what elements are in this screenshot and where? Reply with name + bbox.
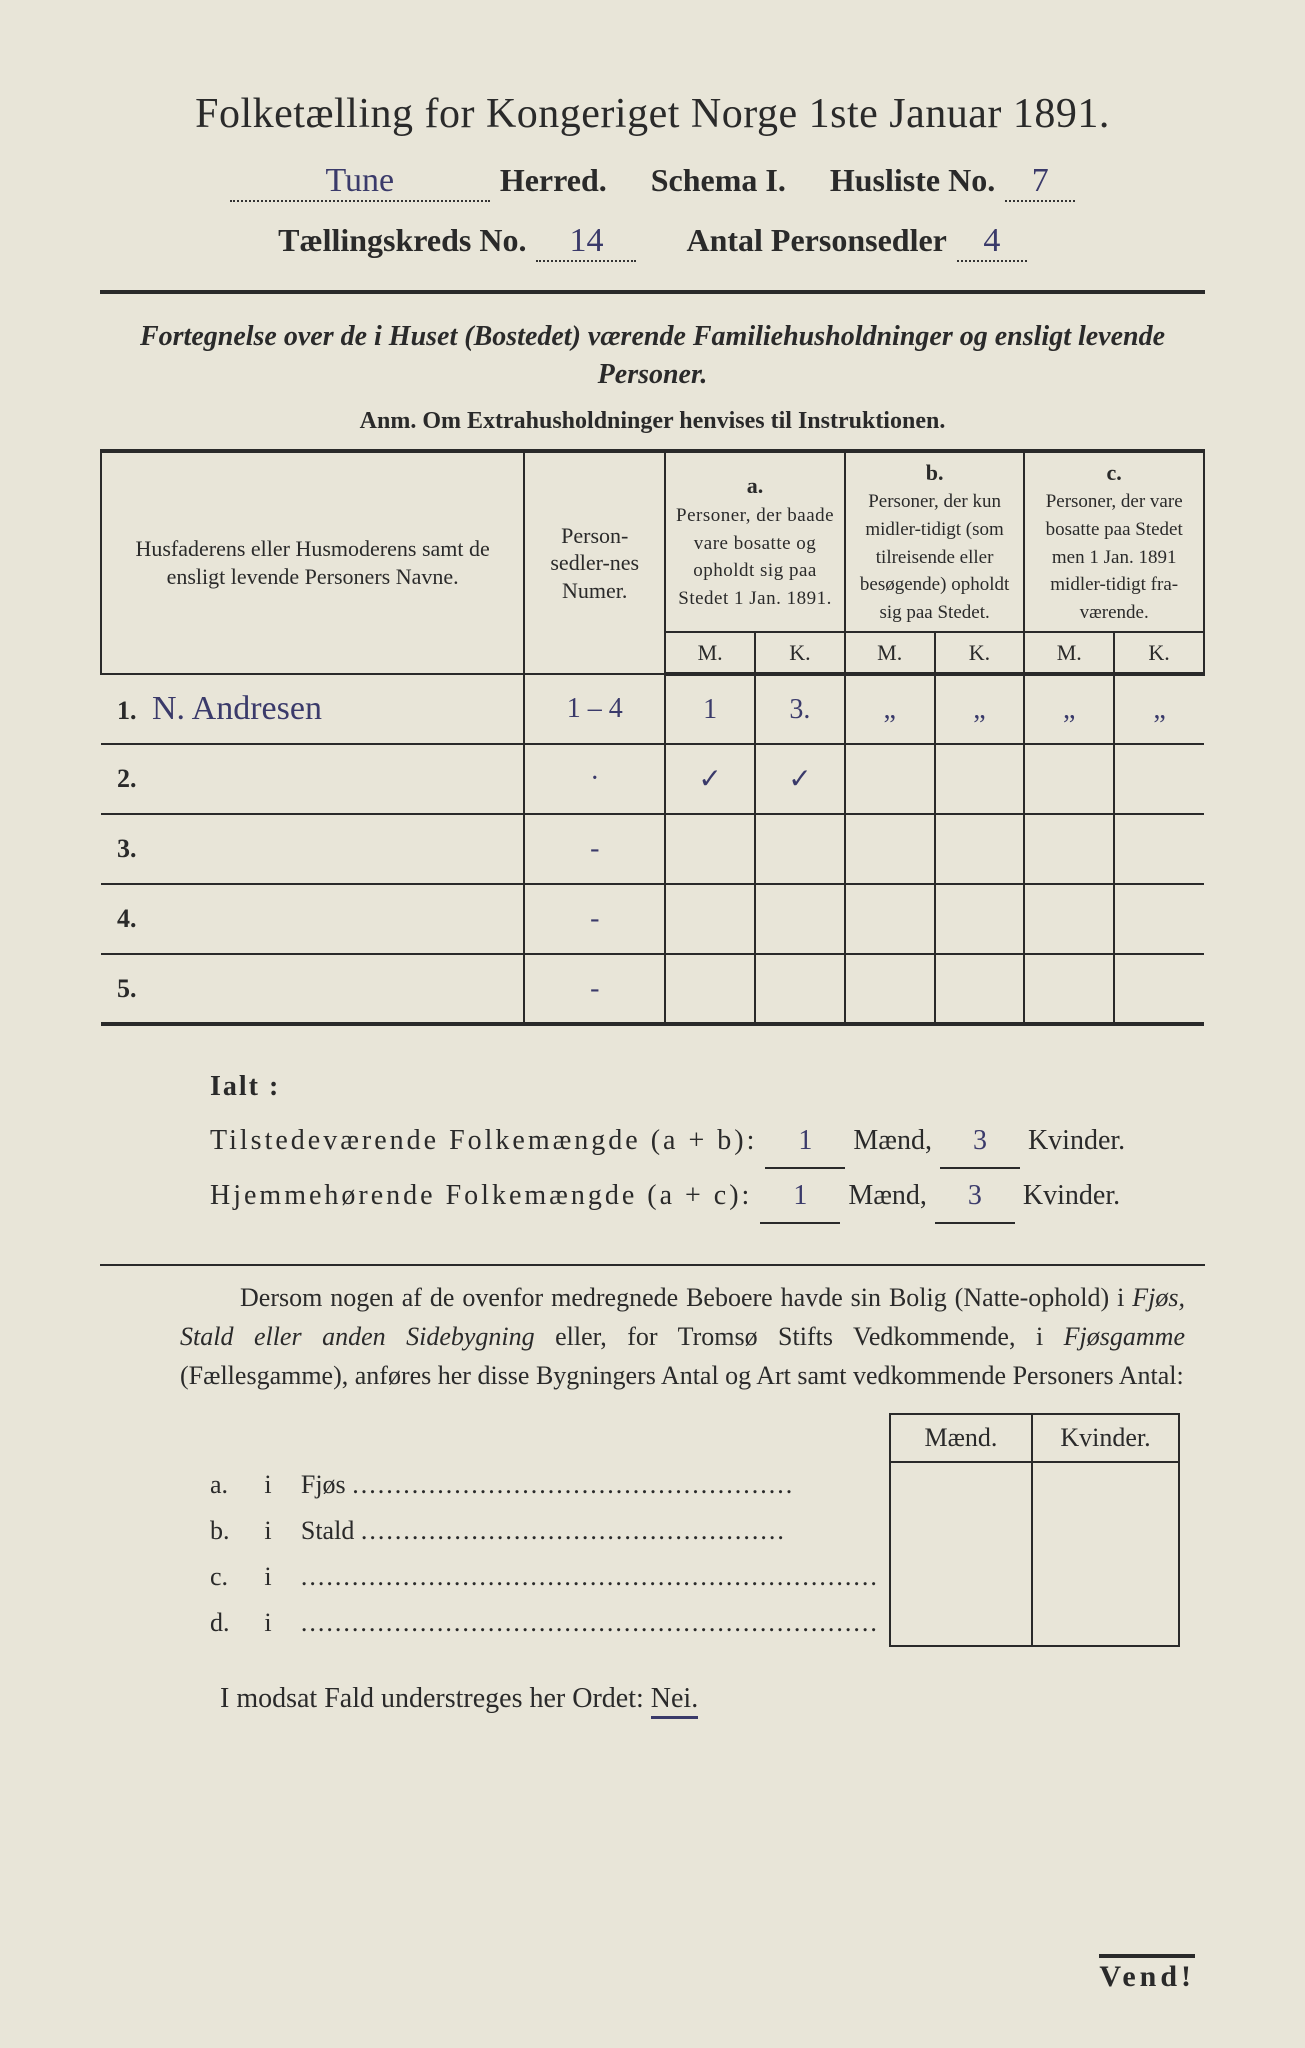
col-num-header: Person-sedler-nes Numer. [524,451,665,675]
col-c-header: c. Personer, der vare bosatte paa Stedet… [1024,451,1204,632]
anm-note: Anm. Om Extrahusholdninger henvises til … [100,408,1205,435]
hjemme-row: Hjemmehørende Folkemængde (a + c): 1 Mæn… [210,1169,1205,1224]
table-row: 5. - [101,954,1204,1024]
hjemme-k: 3 [935,1169,1015,1224]
a-m-cell: 1 [703,694,717,725]
kreds-label: Tællingskreds No. [278,222,526,259]
maend-header: Mænd. [890,1414,1032,1462]
ialt-block: Ialt : Tilstedeværende Folkemængde (a + … [210,1060,1205,1224]
tilstede-k: 3 [940,1114,1020,1169]
table-header-row-1: Husfaderens eller Husmoderens samt de en… [101,451,1204,632]
bottom-row: c. i ...................................… [200,1554,1179,1600]
schema-label: Schema I. [651,162,786,199]
husliste-field: 7 [1005,164,1075,202]
antal-field: 4 [957,224,1027,262]
ialt-label: Ialt : [210,1060,1205,1113]
col-b-m: M. [845,632,935,675]
vend-label: Vend! [1099,1954,1195,1994]
bottom-row: b. i Stald .............................… [200,1508,1179,1554]
tilstede-row: Tilstedeværende Folkemængde (a + b): 1 M… [210,1114,1205,1169]
a-k-cell: 3. [789,694,810,725]
table-row: 2. · ✓ ✓ [101,744,1204,814]
col-c-m: M. [1024,632,1114,675]
row-number: 1. [117,696,137,725]
page-title: Folketælling for Kongeriget Norge 1ste J… [100,90,1205,138]
main-table: Husfaderens eller Husmoderens samt de en… [100,449,1205,1027]
herred-label: Herred. [500,162,607,199]
herred-field: Tune [230,164,490,202]
col-c-k: K. [1114,632,1204,675]
divider [100,1264,1205,1266]
header-line-3: Tællingskreds No. 14 Antal Personsedler … [100,222,1205,262]
census-form-page: Folketælling for Kongeriget Norge 1ste J… [100,90,1205,1715]
col-a-k: K. [755,632,845,675]
col-b-header: b. Personer, der kun midler-tidigt (som … [845,451,1025,632]
header-line-2: Tune Herred. Schema I. Husliste No. 7 [100,162,1205,202]
num-cell: 1 – 4 [567,693,623,724]
kreds-field: 14 [536,224,636,262]
col-a-header: a. Personer, der baade vare bosatte og o… [665,451,845,632]
nei-word: Nei. [651,1683,698,1719]
hjemme-m: 1 [760,1169,840,1224]
bottom-row: a. i Fjøs ..............................… [200,1462,1179,1508]
c-k-cell: „ [1153,694,1165,725]
c-m-cell: „ [1063,694,1075,725]
table-row: 1. N. Andresen 1 – 4 1 3. „ „ „ „ [101,674,1204,744]
col-a-m: M. [665,632,755,675]
dersom-paragraph: Dersom nogen af de ovenfor medregnede Be… [180,1278,1185,1395]
col-name-header: Husfaderens eller Husmoderens samt de en… [101,451,524,675]
kvinder-header: Kvinder. [1032,1414,1179,1462]
bottom-table: Mænd. Kvinder. a. i Fjøs ...............… [200,1413,1180,1647]
antal-label: Antal Personsedler [686,222,946,259]
divider [100,290,1205,294]
husliste-label: Husliste No. [830,162,995,199]
bottom-header-row: Mænd. Kvinder. [200,1414,1179,1462]
tilstede-m: 1 [765,1114,845,1169]
fortegnelse-subtitle: Fortegnelse over de i Huset (Bostedet) v… [100,318,1205,394]
bottom-row: d. i ...................................… [200,1600,1179,1646]
name-cell: N. Andresen [152,690,322,727]
b-k-cell: „ [973,694,985,725]
table-row: 3. - [101,814,1204,884]
modsat-line: I modsat Fald understreges her Ordet: Ne… [220,1683,1205,1715]
table-row: 4. - [101,884,1204,954]
col-b-k: K. [935,632,1025,675]
b-m-cell: „ [883,694,895,725]
